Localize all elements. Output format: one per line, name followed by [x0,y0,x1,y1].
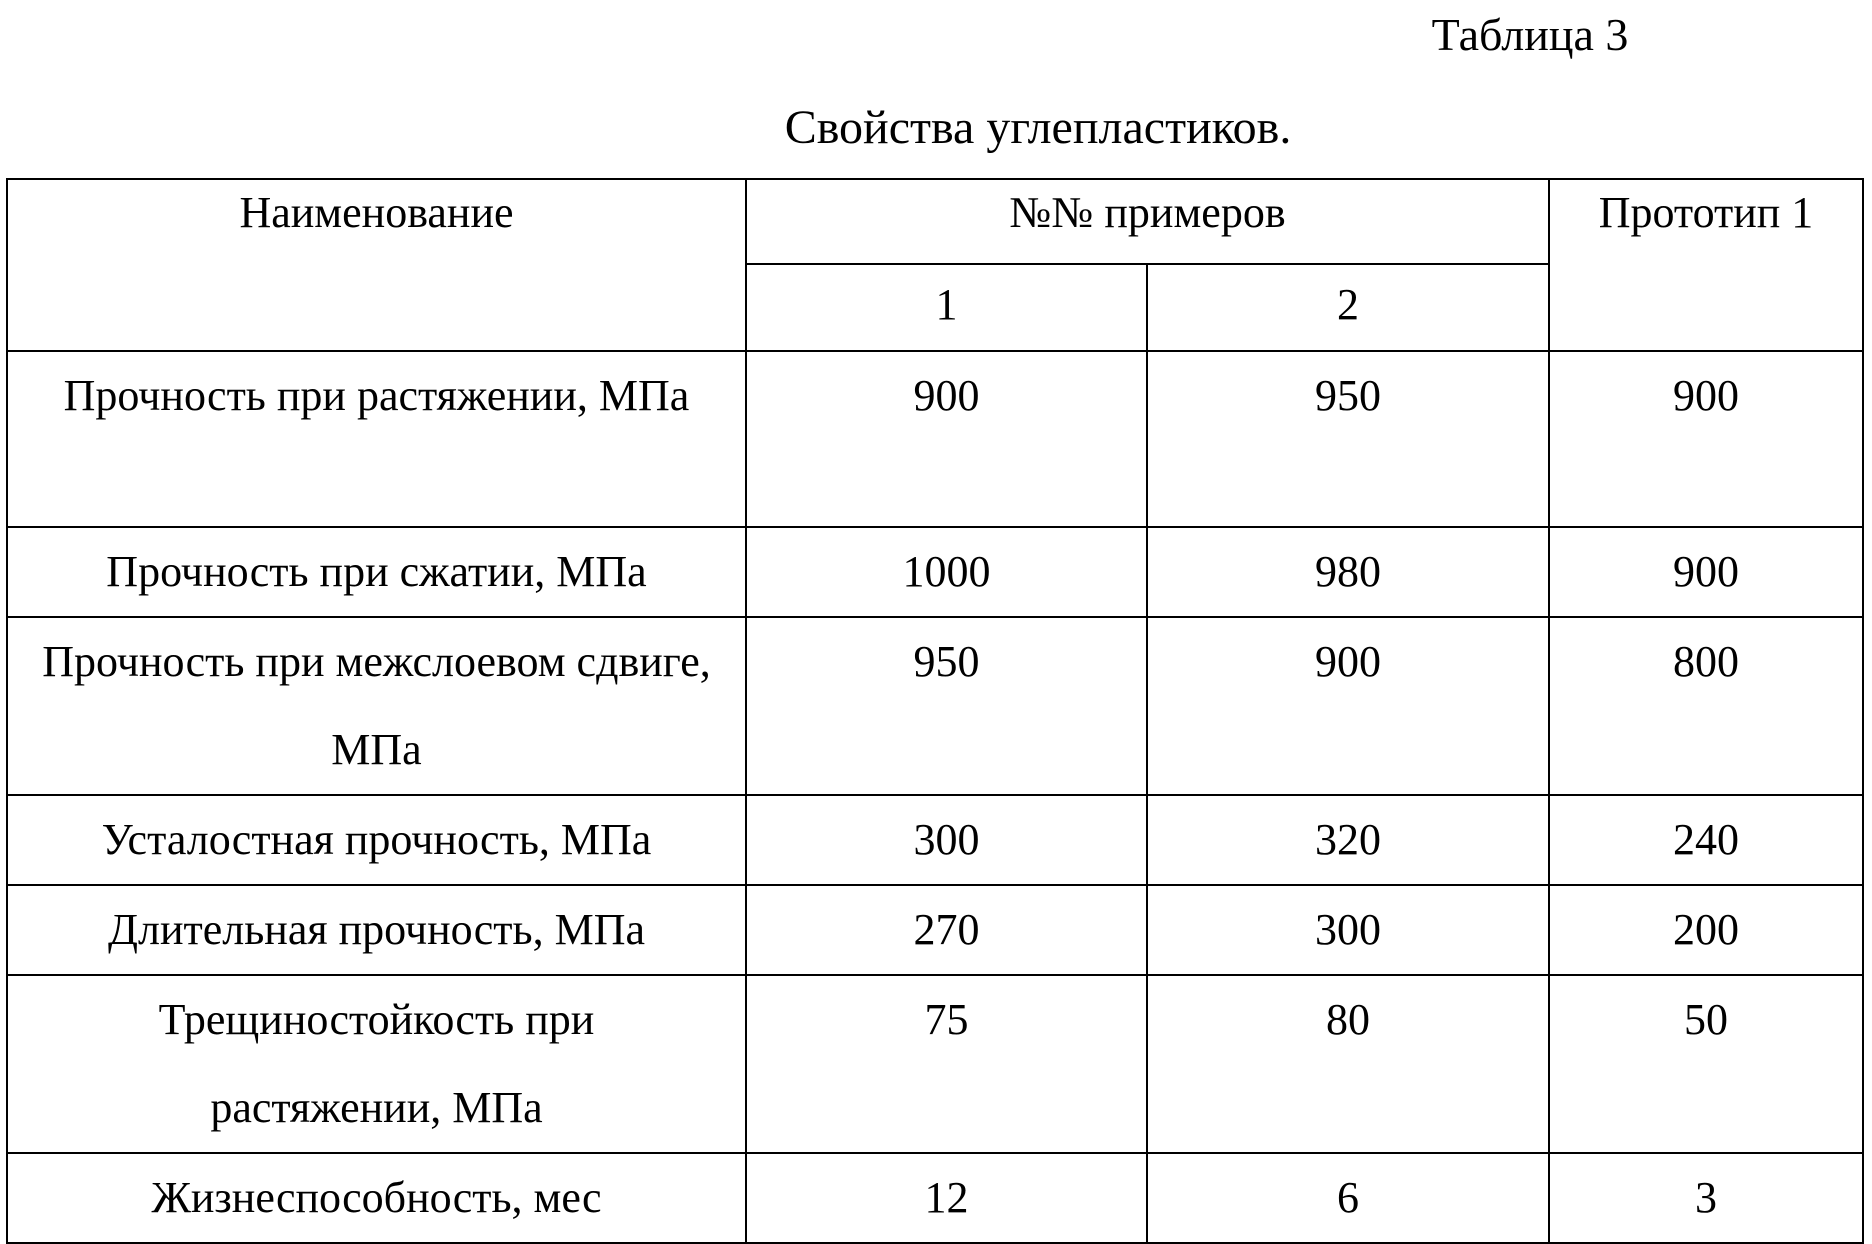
header-cell: Прототип 1 [1549,179,1863,351]
row-name: Трещиностойкость при растяжении, МПа [7,975,746,1153]
value-cell: 6 [1147,1153,1549,1243]
value-cell: 900 [1147,617,1549,795]
value-cell: 12 [746,1153,1147,1243]
table-row: Прочность при растяжении, МПа900950900 [7,351,1863,527]
row-name: Прочность при сжатии, МПа [7,527,746,617]
table-row: Длительная прочность, МПа270300200 [7,885,1863,975]
row-name: Прочность при межслоевом сдвиге, МПа [7,617,746,795]
value-cell: 200 [1549,885,1863,975]
table-row: Прочность при межслоевом сдвиге, МПа9509… [7,617,1863,795]
value-cell: 270 [746,885,1147,975]
value-cell: 900 [1549,527,1863,617]
table-title: Свойства углепластиков. [638,100,1438,155]
table-label: Таблица 3 [1400,8,1660,61]
row-name: Прочность при растяжении, МПа [7,351,746,527]
value-cell: 900 [746,351,1147,527]
value-cell: 300 [1147,885,1549,975]
header-cell: №№ примеров [746,179,1549,264]
value-cell: 300 [746,795,1147,885]
value-cell: 80 [1147,975,1549,1153]
table-row: Усталостная прочность, МПа300320240 [7,795,1863,885]
header-cell: 2 [1147,264,1549,351]
table-row: Жизнеспособность, мес1263 [7,1153,1863,1243]
header-row: Наименование №№ примеров Прототип 1 [7,179,1863,264]
value-cell: 800 [1549,617,1863,795]
properties-table: Наименование №№ примеров Прототип 1 1 2 … [6,178,1864,1244]
table-row: Трещиностойкость при растяжении, МПа7580… [7,975,1863,1153]
value-cell: 980 [1147,527,1549,617]
value-cell: 50 [1549,975,1863,1153]
value-cell: 240 [1549,795,1863,885]
table-row: Прочность при сжатии, МПа1000980900 [7,527,1863,617]
header-cell: Наименование [7,179,746,351]
row-name: Длительная прочность, МПа [7,885,746,975]
table-body: Наименование №№ примеров Прототип 1 1 2 … [7,179,1863,1243]
value-cell: 75 [746,975,1147,1153]
row-name: Усталостная прочность, МПа [7,795,746,885]
value-cell: 320 [1147,795,1549,885]
value-cell: 1000 [746,527,1147,617]
value-cell: 900 [1549,351,1863,527]
row-name: Жизнеспособность, мес [7,1153,746,1243]
value-cell: 3 [1549,1153,1863,1243]
value-cell: 950 [1147,351,1549,527]
header-cell: 1 [746,264,1147,351]
value-cell: 950 [746,617,1147,795]
